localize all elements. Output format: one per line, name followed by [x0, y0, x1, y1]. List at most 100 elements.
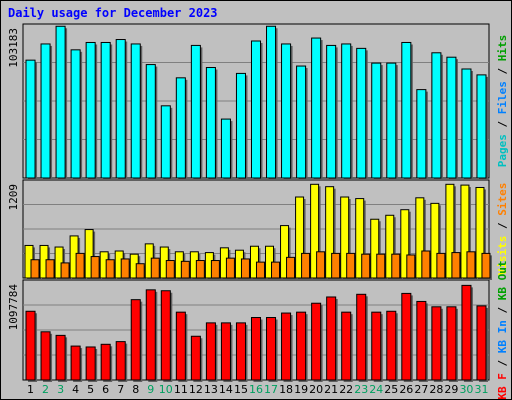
bar-sites-day-2-face: [45, 259, 55, 279]
bar-kbytes-day-16-face: [250, 317, 262, 381]
day-label: 6: [102, 383, 109, 396]
bar-kbytes-day-5-face: [85, 346, 96, 381]
bar-kbytes-day-16: [250, 317, 263, 382]
day-label: 1: [27, 383, 34, 396]
day-label: 25: [384, 383, 398, 396]
legend-item-kb-out: KB Out: [496, 260, 509, 300]
bar-kbytes-day-10: [160, 290, 173, 382]
bar-hits-day-1-face: [25, 59, 36, 179]
bar-sites-day-13: [210, 260, 222, 280]
bar-sites-day-3-face: [60, 262, 70, 279]
bar-kbytes-day-29-face: [446, 306, 457, 381]
bar-hits-day-10-face: [160, 105, 171, 179]
bar-kbytes-day-17-face: [266, 317, 277, 381]
bar-hits-day-29: [446, 56, 458, 180]
day-label: 11: [174, 383, 188, 396]
bar-visits-day-31: [475, 186, 486, 280]
bar-hits-day-25: [386, 62, 398, 180]
day-label: 22: [339, 383, 353, 396]
bar-sites-day-4-face: [75, 252, 85, 279]
day-label: 16: [249, 383, 263, 396]
bar-kbytes-day-21-face: [326, 296, 337, 381]
bar-visits-day-28: [430, 202, 441, 280]
bar-sites-day-18-face: [286, 256, 296, 279]
bar-kbytes-day-24-face: [371, 311, 382, 381]
day-label: 21: [324, 383, 338, 396]
bar-visits-day-22: [340, 196, 351, 280]
bar-kbytes-day-28-face: [431, 306, 442, 381]
bar-visits-day-18: [280, 225, 291, 280]
bar-visits-day-24-face: [370, 218, 380, 279]
day-label: 26: [399, 383, 413, 396]
bar-kbytes-day-14: [220, 322, 233, 382]
bar-visits-day-19: [295, 196, 306, 280]
bar-hits-day-28-face: [431, 52, 442, 179]
bar-sites-day-31: [481, 252, 492, 280]
bar-sites-day-1-face: [30, 259, 40, 279]
bar-visits-day-23: [355, 198, 366, 280]
bar-sites-day-12: [195, 260, 207, 280]
bar-hits-day-28: [431, 52, 443, 180]
bar-kbytes-day-4-face: [70, 345, 81, 381]
legend-separator: /: [496, 114, 509, 134]
bar-kbytes-day-31: [476, 305, 488, 382]
bar-kbytes-day-27: [416, 300, 428, 382]
bar-hits-day-9: [145, 64, 158, 180]
panel-kbytes-ymax-label: 1097784: [7, 284, 20, 331]
bar-hits-day-22: [341, 43, 353, 180]
bar-kbytes-day-9: [145, 289, 158, 382]
bar-kbytes-day-7: [115, 341, 128, 382]
legend-item-hits: Hits: [496, 35, 509, 62]
bar-sites-day-24-face: [376, 253, 386, 279]
bar-sites-day-18: [286, 256, 297, 280]
bar-hits-day-6: [100, 41, 113, 180]
chart-title: Daily usage for December 2023: [8, 6, 218, 20]
bar-sites-day-17: [271, 261, 282, 280]
day-label: 30: [459, 383, 473, 396]
bar-sites-day-14: [225, 257, 237, 280]
bar-hits-day-5: [85, 41, 98, 180]
bar-kbytes-day-14-face: [220, 322, 231, 381]
bar-visits-day-19-face: [295, 196, 305, 279]
bar-sites-day-14-face: [225, 257, 235, 279]
legend-item-pages: Pages: [496, 134, 509, 167]
bar-sites-day-6: [105, 259, 117, 280]
bar-kbytes-day-8: [130, 299, 143, 382]
bar-sites-day-6-face: [105, 259, 115, 279]
day-label: 23: [354, 383, 368, 396]
day-label: 19: [294, 383, 308, 396]
bar-hits-day-5-face: [85, 41, 96, 179]
bar-visits-day-29-face: [445, 183, 455, 279]
bar-visits-day-30-face: [460, 184, 470, 279]
bar-kbytes-day-23: [356, 293, 368, 382]
bar-sites-day-15: [240, 258, 252, 280]
bar-kbytes-day-30: [461, 284, 473, 382]
bar-hits-day-19-face: [296, 65, 307, 179]
bar-hits-day-7: [115, 39, 128, 181]
bar-kbytes-day-31-face: [476, 305, 487, 381]
bar-sites-day-7: [120, 258, 132, 280]
bar-hits-day-17-face: [266, 25, 277, 179]
bar-visits-day-24: [370, 218, 381, 280]
bar-kbytes-day-1: [25, 310, 38, 382]
bar-hits-day-3: [55, 25, 68, 181]
bar-hits-day-19: [296, 65, 308, 180]
bar-visits-day-25-face: [385, 214, 395, 279]
bar-sites-day-21-face: [331, 252, 341, 279]
bar-sites-day-27-face: [421, 250, 431, 279]
bar-hits-day-4: [70, 49, 83, 180]
bar-sites-day-10: [165, 260, 177, 280]
bar-hits-day-29-face: [446, 56, 457, 179]
bar-kbytes-day-6-face: [100, 343, 111, 381]
bar-visits-day-29: [445, 183, 456, 280]
day-label: 27: [414, 383, 428, 396]
bar-sites-day-23-face: [361, 253, 371, 279]
bar-hits-day-30: [461, 68, 473, 180]
bar-hits-day-30-face: [461, 68, 472, 179]
bar-hits-day-7-face: [115, 39, 126, 179]
bar-visits-day-20-face: [310, 183, 320, 279]
bar-hits-day-26: [401, 41, 413, 180]
bar-kbytes-day-3: [55, 334, 68, 382]
bar-hits-day-23: [356, 47, 368, 180]
day-label: 14: [219, 383, 233, 396]
